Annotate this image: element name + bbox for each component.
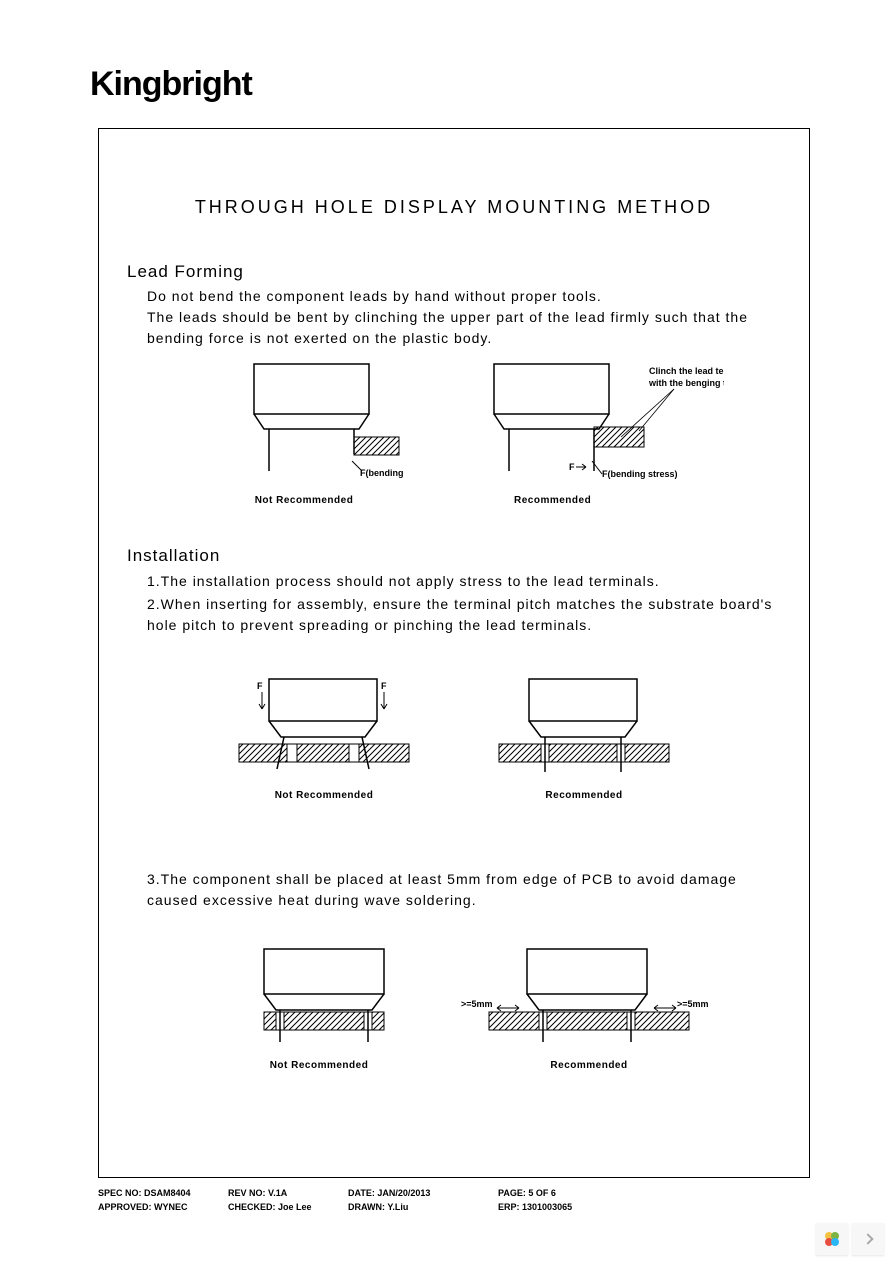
page-frame: THROUGH HOLE DISPLAY MOUNTING METHOD Lea… — [98, 128, 810, 1178]
edge-good-icon: >=5mm >=5mm — [459, 944, 719, 1049]
diagram-recommended-3: >=5mm >=5mm Recommended — [459, 944, 719, 1071]
diagram-recommended-1: Clinch the lead terminal with the bengin… — [474, 359, 724, 506]
lead-forming-heading: Lead Forming — [127, 262, 244, 282]
install-bad-icon: F F — [229, 674, 419, 779]
caption-recommended: Recommended — [514, 495, 724, 506]
svg-text:F(bending stress): F(bending stress) — [360, 468, 404, 478]
edge-bad-icon — [219, 944, 419, 1049]
flower-icon — [823, 1230, 841, 1248]
installation-item2: 2.When inserting for assembly, ensure th… — [147, 594, 777, 636]
diagram-pair-installation: F F Not Recommended Recommended — [229, 674, 679, 801]
page-title: THROUGH HOLE DISPLAY MOUNTING METHOD — [99, 197, 809, 218]
chevron-right-icon — [862, 1233, 873, 1244]
installation-heading: Installation — [127, 546, 220, 566]
caption-recommended-3: Recommended — [459, 1060, 719, 1071]
diagram-not-recommended-2: F F Not Recommended — [229, 674, 419, 801]
caption-recommended-2: Recommended — [489, 790, 679, 801]
svg-text:>=5mm: >=5mm — [677, 999, 709, 1009]
svg-text:F: F — [381, 681, 387, 691]
nav-next-button[interactable] — [852, 1223, 884, 1255]
footer-row-2: APPROVED: WYNEC CHECKED: Joe Lee DRAWN: … — [98, 1202, 810, 1212]
lead-forming-bad-icon: F(bending stress) — [204, 359, 404, 484]
svg-text:F(bending stress): F(bending stress) — [602, 469, 678, 479]
lead-forming-good-icon: Clinch the lead terminal with the bengin… — [474, 359, 724, 484]
svg-text:F: F — [569, 462, 575, 472]
document-footer: SPEC NO: DSAM8404 REV NO: V.1A DATE: JAN… — [98, 1188, 810, 1216]
install-good-icon — [489, 674, 679, 779]
caption-not-recommended-2: Not Recommended — [229, 790, 419, 801]
diagram-pair-lead-forming: F(bending stress) Not Recommended Clinch… — [204, 359, 724, 506]
diagram-recommended-2: Recommended — [489, 674, 679, 801]
installation-item1: 1.The installation process should not ap… — [147, 571, 787, 592]
page-nav-widget — [816, 1223, 884, 1255]
diagram-not-recommended-3: Not Recommended — [219, 944, 419, 1071]
svg-text:with the benging tool: with the benging tool — [648, 378, 724, 388]
footer-row-1: SPEC NO: DSAM8404 REV NO: V.1A DATE: JAN… — [98, 1188, 810, 1198]
installation-item3: 3.The component shall be placed at least… — [147, 869, 767, 911]
nav-logo-button[interactable] — [816, 1223, 848, 1255]
brand-logo: Kingbright — [90, 65, 252, 104]
svg-text:F: F — [257, 681, 263, 691]
caption-not-recommended: Not Recommended — [204, 495, 404, 506]
diagram-not-recommended-1: F(bending stress) Not Recommended — [204, 359, 404, 506]
diagram-pair-edge: Not Recommended >=5mm >=5mm — [219, 944, 719, 1071]
lead-forming-p1: Do not bend the component leads by hand … — [147, 286, 787, 307]
svg-text:>=5mm: >=5mm — [461, 999, 493, 1009]
lead-forming-p2: The leads should be bent by clinching th… — [147, 307, 787, 349]
caption-not-recommended-3: Not Recommended — [219, 1060, 419, 1071]
svg-text:Clinch the lead terminal: Clinch the lead terminal — [649, 366, 724, 376]
